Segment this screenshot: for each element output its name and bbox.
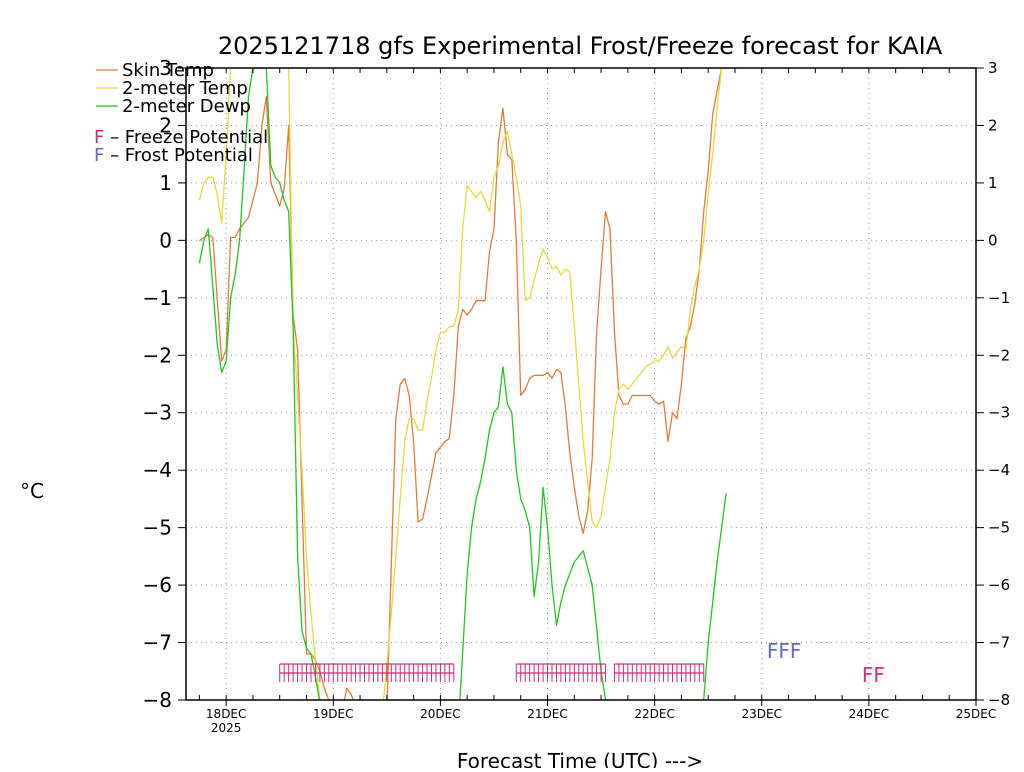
series-lines [198,68,727,700]
legend-entry-label: 2-meter Temp [122,78,248,99]
y-tick-label-left: −6 [143,573,172,597]
y-tick-label-left: −3 [143,401,172,425]
y-tick-label-left: −5 [143,516,172,540]
frost-potential-label: FFF [767,639,802,663]
y-tick-label-left: −2 [143,343,172,367]
y-tick-label-left: 3 [159,56,172,80]
potential-legend-entry: F – Freeze Potential [94,127,268,148]
y-tick-label-left: 1 [159,171,172,195]
y-tick-label-right: −8 [988,691,1010,709]
y-tick-label-left: 2 [159,113,172,137]
x-tick-label: 21DEC [527,707,567,721]
series-line-2-meter-dewp [198,68,727,700]
x-tick-label: 22DEC [634,707,674,721]
y-axis-ticks: 3 3 2 2 1 1 0 0 −1 −1 −2 −2 −3 −3 −4 −4 −5 −5 −6 −6 −7 −7 −8 −8 [143,56,1011,712]
y-tick-label-right: 0 [988,231,998,249]
x-axis-label: Forecast Time (UTC) ---> [457,749,703,768]
y-tick-label-right: 1 [988,174,998,192]
freeze-potential-label: FF [862,663,885,687]
legend-entry-label: Skin Temp [122,60,214,81]
x-tick-label: 25DEC [956,707,996,721]
potential-legend-text: – Frost Potential [104,145,253,166]
y-tick-label-right: −4 [988,461,1010,479]
series-line-2-meter-temp [198,68,727,700]
y-tick-label-right: −1 [988,289,1010,307]
x-tick-label: 20DEC [420,707,460,721]
potential-legend-letter: F [94,145,104,166]
series-line-skin-temp [199,68,727,700]
y-tick-label-right: −5 [988,519,1010,537]
y-tick-label-left: −8 [143,688,172,712]
y-axis-label: °C [20,479,44,503]
legend-entry-label: 2-meter Dewp [122,96,251,117]
x-tick-label: 24DEC [849,707,889,721]
potential-legend-entry: F – Frost Potential [94,145,253,166]
plot-frame [185,67,977,701]
y-tick-label-left: 0 [159,228,172,252]
grid [186,68,976,700]
y-tick-label-left: −4 [143,458,172,482]
y-tick-label-right: −2 [988,346,1010,364]
y-tick-label-left: −1 [143,286,172,310]
y-tick-label-right: −7 [988,634,1010,652]
x-tick-label: 23DEC [742,707,782,721]
chart-title: 2025121718 gfs Experimental Frost/Freeze… [218,32,943,60]
potential-legend-text: – Freeze Potential [104,127,268,148]
x-tick-label: 18DEC [206,707,246,721]
y-tick-label-right: 3 [988,59,998,77]
x-tick-sublabel: 2025 [211,721,242,735]
y-tick-label-left: −7 [143,631,172,655]
x-tick-label: 19DEC [313,707,353,721]
y-tick-label-right: 2 [988,116,998,134]
potential-legend-letter: F [94,127,104,148]
y-tick-label-right: −3 [988,404,1010,422]
y-tick-label-right: −6 [988,576,1010,594]
